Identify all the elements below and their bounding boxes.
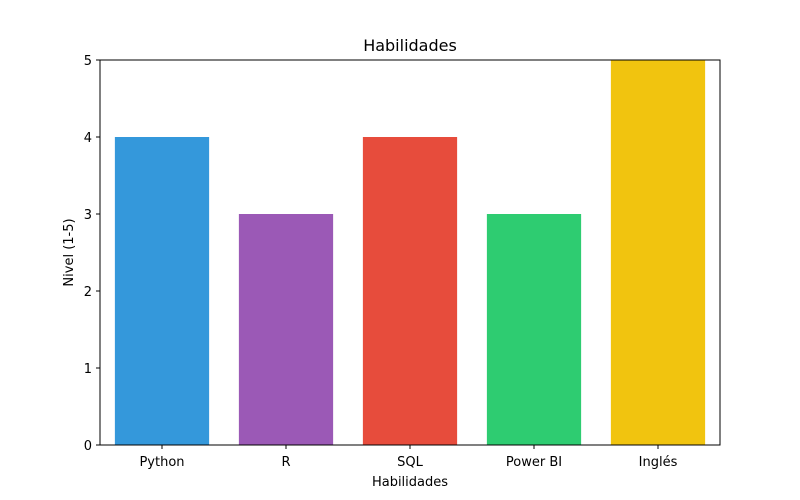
x-tick-label: R	[281, 455, 290, 470]
y-axis-label: Nivel (1-5)	[62, 218, 77, 286]
bar-power-bi	[486, 214, 582, 445]
y-tick-label: 4	[84, 131, 92, 146]
x-axis: Python R SQL Power BI Inglés	[139, 445, 678, 470]
x-tick-label: SQL	[397, 455, 423, 470]
chart-title: Habilidades	[363, 36, 457, 55]
x-axis-label: Habilidades	[372, 475, 448, 490]
bars-group	[114, 60, 706, 445]
x-tick-label: Power BI	[506, 455, 562, 470]
y-axis: 0 1 2 3 4 5	[84, 54, 100, 454]
bar-python	[114, 137, 210, 445]
bar-r	[238, 214, 334, 445]
y-tick-label: 1	[84, 362, 92, 377]
y-tick-label: 0	[84, 439, 92, 454]
bar-inglés	[610, 60, 706, 445]
y-tick-label: 2	[84, 285, 92, 300]
bar-sql	[362, 137, 458, 445]
x-tick-label: Inglés	[639, 455, 678, 470]
y-tick-label: 3	[84, 208, 92, 223]
y-tick-label: 5	[84, 54, 92, 69]
x-tick-label: Python	[139, 455, 184, 470]
